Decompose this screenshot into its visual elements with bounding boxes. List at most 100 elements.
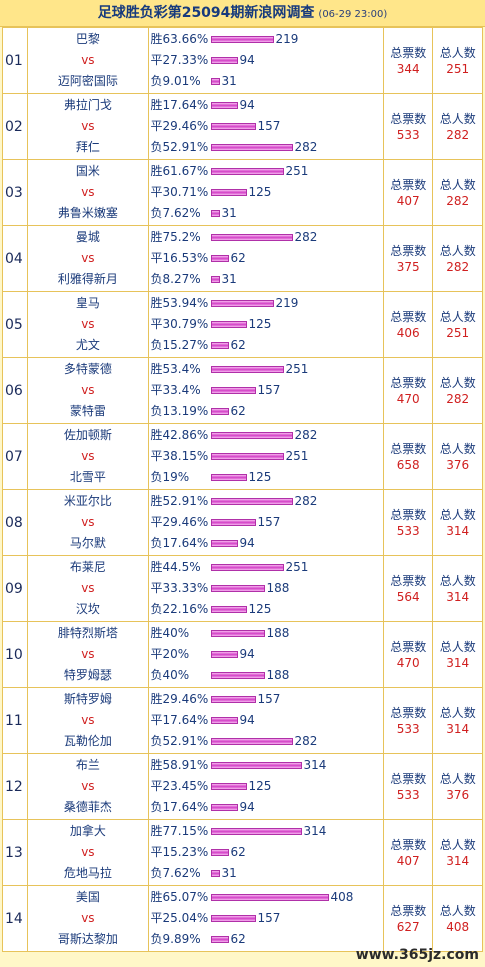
lose-row: 负 52.91% 282 (149, 137, 383, 158)
total-votes-label: 总票数 (390, 441, 427, 456)
home-team[interactable]: 多特蒙德 (63, 362, 112, 376)
home-team[interactable]: 加拿大 (69, 824, 106, 838)
win-count: 282 (294, 494, 318, 508)
win-label: 胜 (150, 296, 163, 310)
home-team[interactable]: 布兰 (75, 758, 100, 772)
match-stats: 胜 75.2% 282 平 16.53% 62 负 8.27% 31 (147, 225, 384, 292)
away-team[interactable]: 弗鲁米嫩塞 (57, 206, 118, 220)
home-team[interactable]: 国米 (75, 164, 100, 178)
lose-label: 负 (150, 272, 163, 286)
total-people-cell: 总人数 314 (432, 819, 483, 886)
win-percent: 53.94% (162, 296, 209, 310)
away-team[interactable]: 蒙特雷 (69, 404, 106, 418)
home-team[interactable]: 美国 (75, 890, 100, 904)
lose-bar (210, 210, 220, 217)
away-team[interactable]: 危地马拉 (63, 866, 112, 880)
match-teams: 加拿大 vs 危地马拉 (27, 819, 149, 886)
match-stats: 胜 61.67% 251 平 30.71% 125 负 7.62% 31 (147, 159, 384, 226)
win-percent: 61.67% (162, 164, 209, 178)
win-count: 314 (303, 824, 327, 838)
draw-label: 平 (150, 185, 163, 199)
home-team[interactable]: 皇马 (75, 296, 100, 310)
draw-row: 平 33.33% 188 (149, 578, 383, 599)
match-stats: 胜 53.94% 219 平 30.79% 125 负 15.27% 62 (147, 291, 384, 358)
total-people-label: 总人数 (439, 705, 476, 720)
match-row: 01 巴黎 vs 迈阿密国际 胜 63.66% 219 平 27.33% 94 负 9.01% 31 总票… (1, 27, 483, 94)
total-people-label: 总人数 (439, 45, 476, 60)
away-team[interactable]: 马尔默 (69, 536, 106, 550)
vs-label: vs (81, 515, 95, 529)
total-people-value: 314 (446, 721, 470, 736)
win-bar (210, 300, 274, 307)
lose-bar (210, 78, 220, 85)
win-count: 251 (285, 362, 309, 376)
lose-bar (210, 342, 229, 349)
win-row: 胜 61.67% 251 (149, 161, 383, 182)
match-number: 04 (1, 225, 29, 292)
lose-row: 负 7.62% 31 (149, 863, 383, 884)
win-bar (210, 432, 293, 439)
match-teams: 美国 vs 哥斯达黎加 (27, 885, 149, 952)
away-team[interactable]: 瓦勒伦加 (63, 734, 112, 748)
lose-row: 负 15.27% 62 (149, 335, 383, 356)
match-row: 07 佐加顿斯 vs 北雪平 胜 42.86% 282 平 38.15% 251 负 19% 125 总票… (1, 423, 483, 490)
match-stats: 胜 17.64% 94 平 29.46% 157 负 52.91% 282 (147, 93, 384, 160)
win-count: 94 (239, 98, 255, 112)
match-row: 05 皇马 vs 尤文 胜 53.94% 219 平 30.79% 125 负 15.27% 62 总票数… (1, 291, 483, 358)
match-teams: 米亚尔比 vs 马尔默 (27, 489, 149, 556)
away-team[interactable]: 尤文 (75, 338, 100, 352)
match-stats: 胜 58.91% 314 平 23.45% 125 负 17.64% 94 (147, 753, 384, 820)
draw-percent: 15.23% (162, 845, 209, 859)
total-votes-value: 533 (396, 721, 420, 736)
draw-row: 平 23.45% 125 (149, 776, 383, 797)
away-team[interactable]: 桑德菲杰 (63, 800, 112, 814)
total-votes-cell: 总票数 470 (382, 621, 434, 688)
total-votes-label: 总票数 (390, 507, 427, 522)
match-stats: 胜 29.46% 157 平 17.64% 94 负 52.91% 282 (147, 687, 384, 754)
home-team[interactable]: 弗拉门戈 (63, 98, 112, 112)
match-teams: 多特蒙德 vs 蒙特雷 (27, 357, 149, 424)
draw-row: 平 30.71% 125 (149, 182, 383, 203)
lose-row: 负 8.27% 31 (149, 269, 383, 290)
home-team[interactable]: 腓特烈斯塔 (57, 626, 118, 640)
draw-label: 平 (150, 713, 163, 727)
away-team[interactable]: 汉坎 (75, 602, 100, 616)
lose-count: 62 (230, 932, 246, 946)
win-bar (210, 234, 293, 241)
lose-count: 282 (294, 140, 318, 154)
total-people-cell: 总人数 376 (432, 423, 483, 490)
draw-row: 平 27.33% 94 (149, 50, 383, 71)
away-team[interactable]: 拜仁 (75, 140, 100, 154)
match-row: 12 布兰 vs 桑德菲杰 胜 58.91% 314 平 23.45% 125 负 17.64% 94 总… (1, 753, 483, 820)
win-count: 157 (257, 692, 281, 706)
total-people-cell: 总人数 314 (432, 489, 483, 556)
home-team[interactable]: 巴黎 (75, 32, 100, 46)
away-team[interactable]: 迈阿密国际 (57, 74, 118, 88)
total-votes-label: 总票数 (390, 375, 427, 390)
away-team[interactable]: 利雅得新月 (57, 272, 118, 286)
draw-row: 平 17.64% 94 (149, 710, 383, 731)
win-count: 314 (303, 758, 327, 772)
home-team[interactable]: 佐加顿斯 (63, 428, 112, 442)
win-label: 胜 (150, 32, 163, 46)
home-team[interactable]: 斯特罗姆 (63, 692, 112, 706)
total-people-label: 总人数 (439, 507, 476, 522)
home-team[interactable]: 曼城 (75, 230, 100, 244)
home-team[interactable]: 米亚尔比 (63, 494, 112, 508)
win-bar (210, 168, 284, 175)
home-team[interactable]: 布莱尼 (69, 560, 106, 574)
away-team[interactable]: 特罗姆瑟 (63, 668, 112, 682)
total-votes-label: 总票数 (390, 243, 427, 258)
total-votes-cell: 总票数 375 (382, 225, 434, 292)
match-teams: 布莱尼 vs 汉坎 (27, 555, 149, 622)
lose-count: 94 (239, 800, 255, 814)
match-teams: 曼城 vs 利雅得新月 (27, 225, 149, 292)
lose-row: 负 17.64% 94 (149, 533, 383, 554)
draw-row: 平 29.46% 157 (149, 116, 383, 137)
away-team[interactable]: 哥斯达黎加 (57, 932, 118, 946)
total-votes-value: 627 (396, 919, 420, 934)
total-people-value: 251 (446, 61, 470, 76)
lose-count: 31 (221, 206, 237, 220)
away-team[interactable]: 北雪平 (69, 470, 106, 484)
win-label: 胜 (150, 626, 163, 640)
